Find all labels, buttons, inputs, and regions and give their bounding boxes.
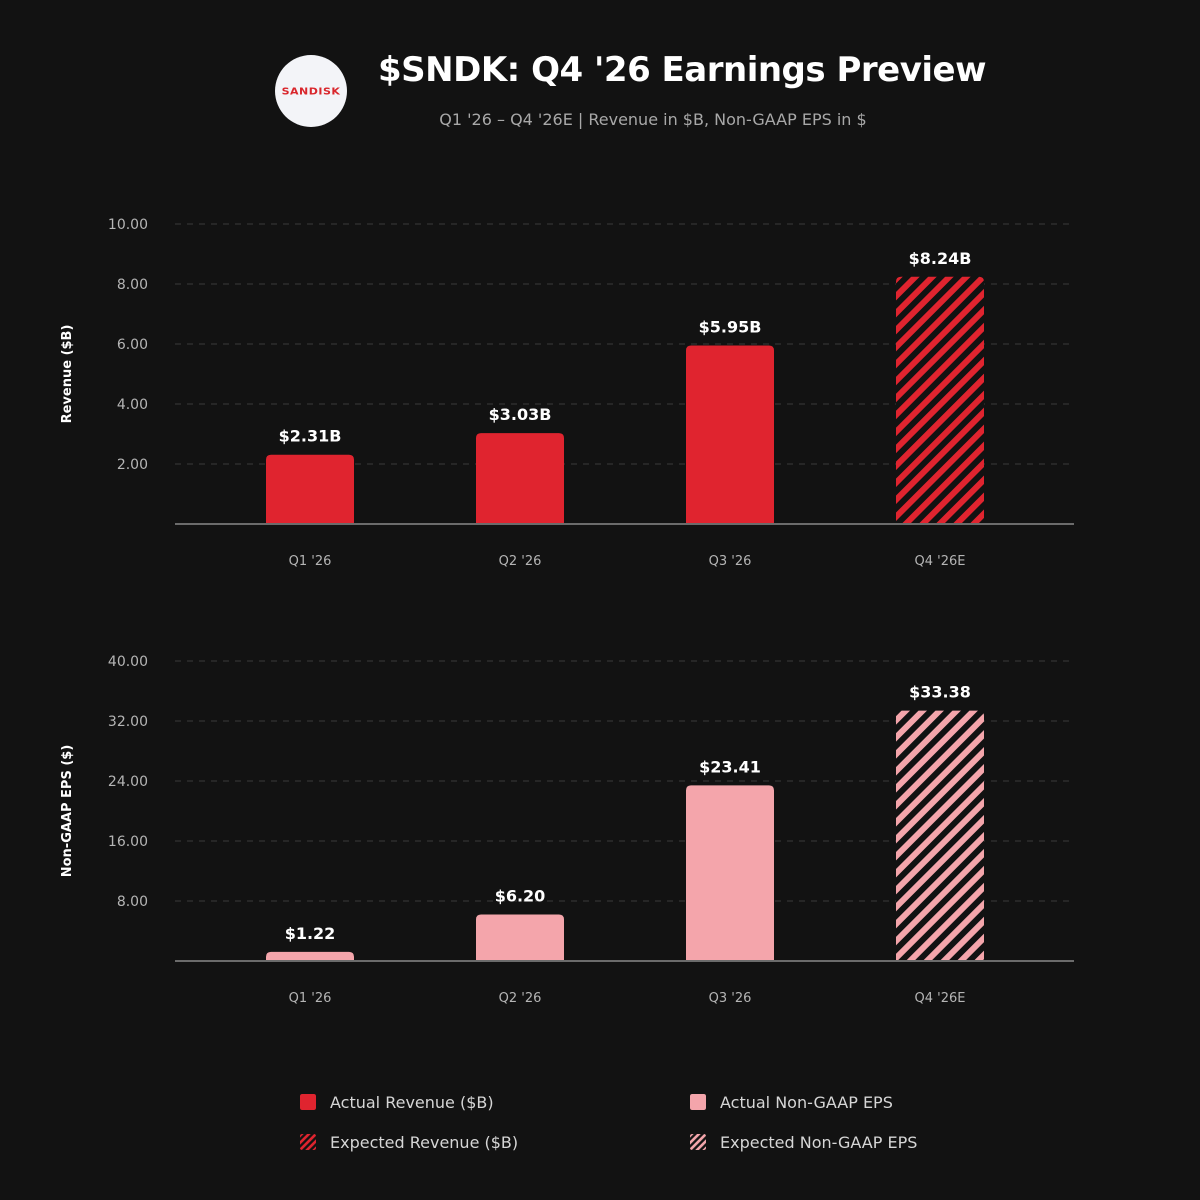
bar-value-label: $8.24B xyxy=(909,249,972,268)
revenue-chart: 2.00 4.00 6.00 8.00 10.00 Revenue ($B) $2.31B Q… xyxy=(60,217,1074,569)
x-tick-label: Q1 '26 xyxy=(289,991,332,1006)
legend-swatch-expected-revenue xyxy=(300,1134,316,1150)
bar-expected xyxy=(896,276,984,524)
x-tick-label: Q2 '26 xyxy=(499,554,542,569)
legend-item-expected-eps: Expected Non-GAAP EPS xyxy=(690,1132,917,1152)
y-tick-label: 6.00 xyxy=(117,337,148,353)
bar-value-label: $6.20 xyxy=(495,887,546,906)
legend-swatch-expected-eps xyxy=(690,1134,706,1150)
legend-label: Expected Revenue ($B) xyxy=(330,1132,519,1152)
charts-canvas: 2.00 4.00 6.00 8.00 10.00 Revenue ($B) $2.31B Q… xyxy=(60,217,1074,1006)
x-tick-label: Q2 '26 xyxy=(499,991,542,1006)
bar-actual xyxy=(266,454,354,524)
legend-label: Actual Non-GAAP EPS xyxy=(720,1092,893,1112)
legend: Actual Revenue ($B) Expected Revenue ($B… xyxy=(0,1080,1200,1160)
bar-actual xyxy=(476,914,564,961)
bar-value-label: $3.03B xyxy=(489,405,552,424)
bar-value-label: $33.38 xyxy=(909,683,971,702)
page-title: $SNDK: Q4 '26 Earnings Preview xyxy=(378,50,987,90)
legend-label: Expected Non-GAAP EPS xyxy=(720,1132,918,1152)
logo-text: SANDISK xyxy=(281,85,341,97)
y-tick-label: 8.00 xyxy=(117,277,148,293)
bar-value-label: $1.22 xyxy=(285,924,336,943)
header: SANDISK $SNDK: Q4 '26 Earnings Preview Q… xyxy=(0,0,1200,160)
x-tick-label: Q3 '26 xyxy=(709,554,752,569)
y-tick-label: 2.00 xyxy=(117,457,148,473)
bar-expected xyxy=(896,710,984,961)
sandisk-logo: SANDISK xyxy=(275,55,347,127)
legend-item-actual-eps: Actual Non-GAAP EPS xyxy=(690,1092,893,1112)
legend-item-expected-revenue: Expected Revenue ($B) xyxy=(300,1132,518,1152)
x-tick-label: Q3 '26 xyxy=(709,991,752,1006)
bar-value-label: $23.41 xyxy=(699,757,761,776)
x-tick-label: Q4 '26E xyxy=(915,991,966,1006)
y-tick-label: 4.00 xyxy=(117,397,148,413)
bar-value-label: $5.95B xyxy=(699,318,762,337)
y-axis-title: Revenue ($B) xyxy=(60,325,75,424)
bar-actual xyxy=(686,785,774,961)
bar-actual xyxy=(686,345,774,524)
eps-chart: 8.00 16.00 24.00 32.00 40.00 Non-GAAP EPS ($)… xyxy=(60,654,1074,1006)
legend-swatch-actual-revenue xyxy=(300,1094,316,1110)
y-tick-label: 32.00 xyxy=(108,714,148,730)
y-tick-label: 24.00 xyxy=(108,774,148,790)
legend-label: Actual Revenue ($B) xyxy=(330,1092,494,1112)
y-tick-label: 16.00 xyxy=(108,834,148,850)
bar-actual xyxy=(266,951,354,961)
y-tick-label: 40.00 xyxy=(108,654,148,670)
x-tick-label: Q1 '26 xyxy=(289,554,332,569)
x-tick-label: Q4 '26E xyxy=(915,554,966,569)
y-axis-title: Non-GAAP EPS ($) xyxy=(60,745,75,878)
y-tick-label: 8.00 xyxy=(117,894,148,910)
bar-actual xyxy=(476,433,564,524)
bar-value-label: $2.31B xyxy=(279,427,342,446)
legend-item-actual-revenue: Actual Revenue ($B) xyxy=(300,1092,494,1112)
legend-swatch-actual-eps xyxy=(690,1094,706,1110)
y-tick-label: 10.00 xyxy=(108,217,148,233)
page-subtitle: Q1 '26 – Q4 '26E | Revenue in $B, Non-GA… xyxy=(439,110,867,129)
